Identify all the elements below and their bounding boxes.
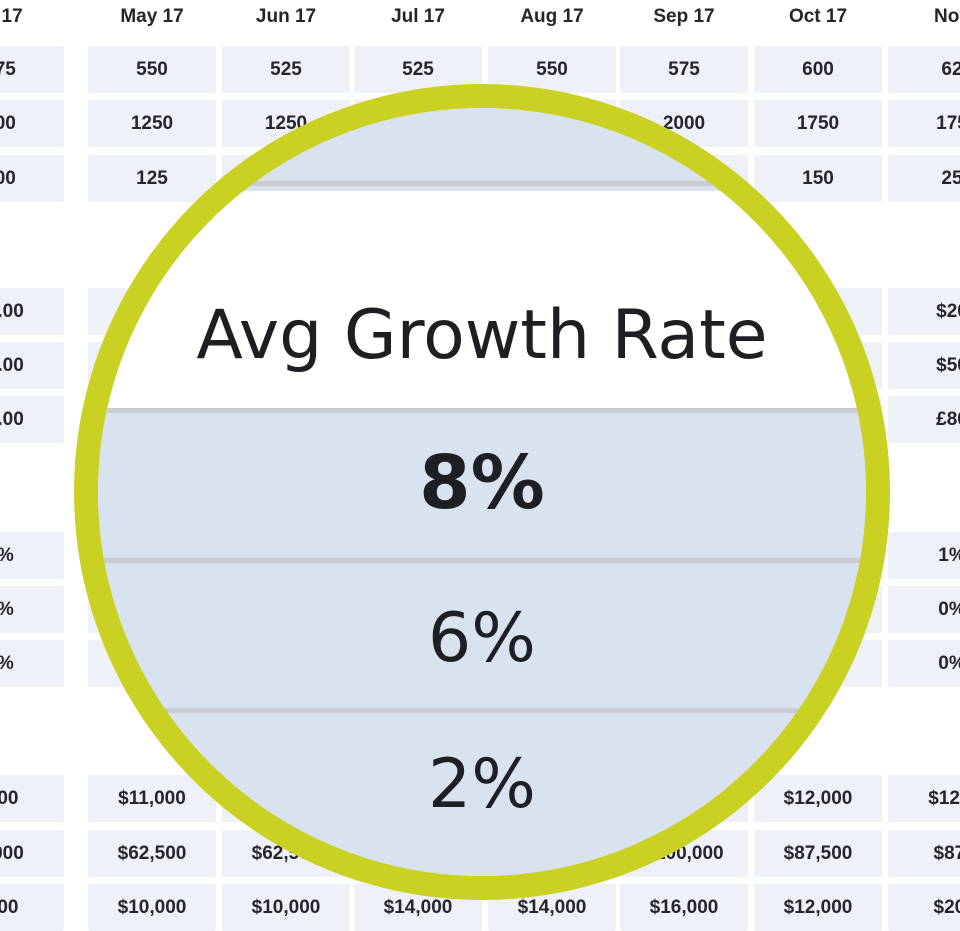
table-cell: 600 <box>754 46 882 93</box>
table-cell: $20 <box>888 288 960 335</box>
column-header: Jul 17 <box>391 6 445 27</box>
table-cell: 62 <box>888 46 960 93</box>
column-header: May 17 <box>120 6 184 27</box>
table-cell: $16,000 <box>620 884 748 931</box>
table-cell: $50 <box>888 342 960 389</box>
table-cell: 525 <box>222 46 350 93</box>
lens-top-band <box>98 108 866 186</box>
table-cell: $12,000 <box>754 884 882 931</box>
table-cell: 80.00 <box>0 396 64 443</box>
column-header: Sep 17 <box>653 6 715 27</box>
magnifier-lens: Avg Growth Rate 8% 6% 2% <box>98 108 866 876</box>
table-cell: 575 <box>0 46 64 93</box>
table-cell: 1% <box>888 532 960 579</box>
lens-title-band <box>98 191 866 408</box>
table-cell: 550 <box>88 46 216 93</box>
table-cell: 2% <box>0 586 64 633</box>
table-cell: $87, <box>888 830 960 877</box>
table-cell: 50.00 <box>0 342 64 389</box>
lens-rate-band-3 <box>98 708 866 876</box>
table-cell: 100 <box>0 155 64 202</box>
column-header: Aug 17 <box>520 6 584 27</box>
table-cell: 0% <box>0 640 64 687</box>
column-header: Nov <box>934 6 960 27</box>
lens-rate-band-2 <box>98 558 866 708</box>
table-cell: 0% <box>888 640 960 687</box>
growth-rate-2: 6% <box>428 599 536 678</box>
column-header: Jun 17 <box>255 6 317 27</box>
table-cell: 175 <box>888 100 960 147</box>
table-cell: ,000 <box>0 884 64 931</box>
table-cell: 0,000 <box>0 830 64 877</box>
table-cell: 0% <box>888 586 960 633</box>
table-cell: $10,000 <box>88 884 216 931</box>
growth-rate-3: 2% <box>428 745 536 824</box>
table-cell: 20.00 <box>0 288 64 335</box>
table-cell: $10,000 <box>222 884 350 931</box>
table-cell: $12,5 <box>888 775 960 822</box>
table-cell: ,500 <box>0 775 64 822</box>
table-cell: £80 <box>888 396 960 443</box>
table-cell: 000 <box>0 100 64 147</box>
table-cell: 575 <box>620 46 748 93</box>
growth-rate-1: 8% <box>419 440 545 526</box>
column-header: Oct 17 <box>788 6 848 27</box>
table-cell: 0% <box>0 532 64 579</box>
table-cell: $20, <box>888 884 960 931</box>
lens-rate-band-1 <box>98 408 866 558</box>
avg-growth-rate-title: Avg Growth Rate <box>196 296 768 375</box>
table-cell: 25 <box>888 155 960 202</box>
column-header: pr 17 <box>0 6 23 27</box>
